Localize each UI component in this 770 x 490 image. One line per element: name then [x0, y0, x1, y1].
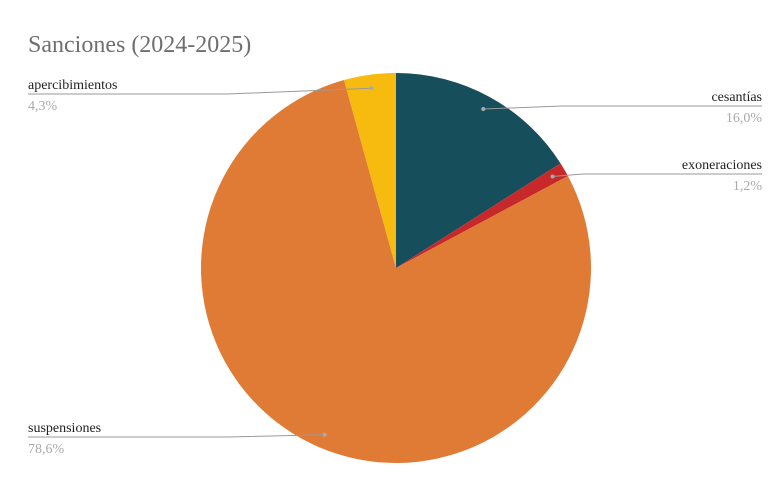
slice-value: 4,3%: [28, 99, 58, 114]
slice-value: 78,6%: [28, 442, 65, 457]
leader-line: [28, 87, 372, 95]
slice-label: suspensiones: [28, 421, 101, 436]
pie-slice: [344, 73, 396, 268]
leader-dot: [550, 174, 555, 179]
slice-value: 1,2%: [733, 179, 763, 194]
chart-title: Sanciones (2024-2025): [28, 32, 251, 58]
leader-line: [552, 173, 762, 178]
leader-dot: [481, 107, 486, 112]
leader-line: [28, 434, 325, 438]
slice-label: cesantías: [711, 90, 762, 105]
leader-line: [483, 105, 762, 110]
pie-slice: [396, 73, 561, 268]
slice-label: apercibimientos: [28, 78, 117, 93]
leader-dot: [322, 432, 327, 437]
leader-dot: [369, 86, 374, 91]
pie-slice: [396, 163, 568, 268]
slice-value: 16,0%: [726, 111, 763, 126]
slice-label: exoneraciones: [682, 158, 762, 173]
pie-slice: [200, 80, 591, 464]
